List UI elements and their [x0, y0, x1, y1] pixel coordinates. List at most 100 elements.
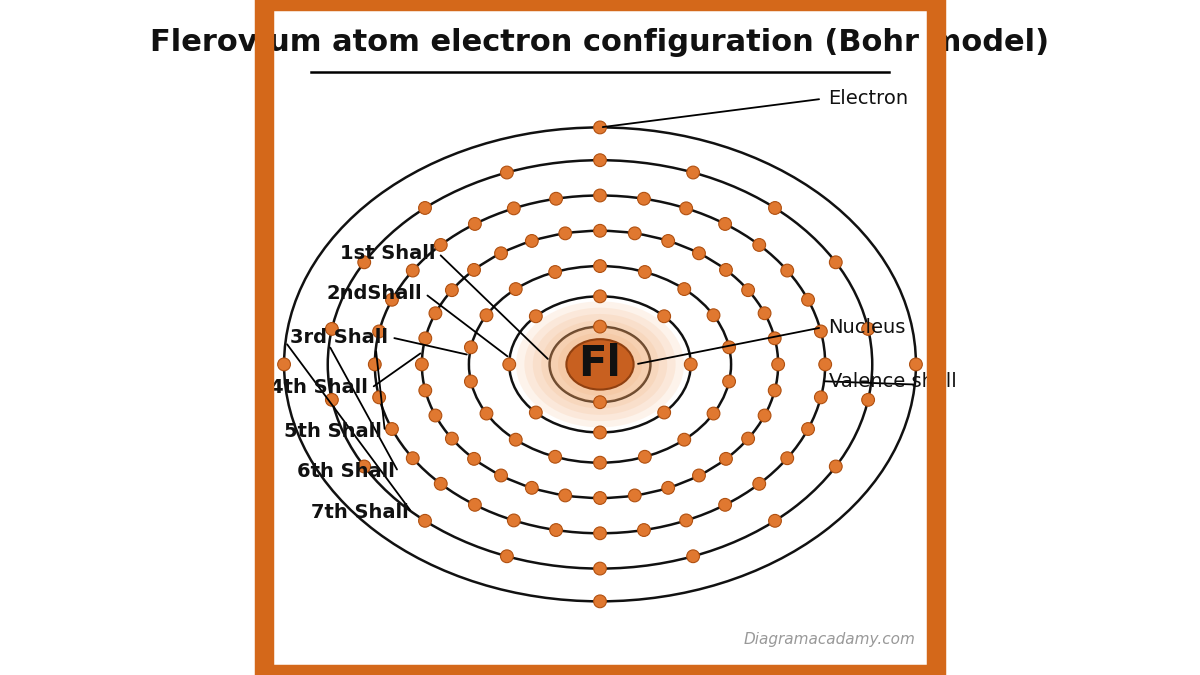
Ellipse shape: [277, 358, 290, 371]
Ellipse shape: [434, 238, 448, 251]
Ellipse shape: [494, 469, 508, 482]
Ellipse shape: [529, 310, 542, 323]
Ellipse shape: [594, 595, 606, 608]
Text: 5th Shall: 5th Shall: [283, 422, 382, 441]
Ellipse shape: [758, 307, 770, 320]
Ellipse shape: [722, 375, 736, 388]
Ellipse shape: [815, 391, 827, 404]
Ellipse shape: [661, 481, 674, 494]
Text: 2ndShall: 2ndShall: [326, 284, 422, 303]
Ellipse shape: [468, 263, 480, 276]
Ellipse shape: [434, 477, 448, 490]
Ellipse shape: [862, 323, 875, 335]
Ellipse shape: [719, 498, 732, 511]
Ellipse shape: [558, 333, 642, 396]
Ellipse shape: [358, 460, 371, 473]
Ellipse shape: [781, 264, 793, 277]
Text: Diagramacadamy.com: Diagramacadamy.com: [744, 632, 916, 647]
Ellipse shape: [464, 341, 478, 354]
Ellipse shape: [509, 433, 522, 446]
Text: Electron: Electron: [828, 89, 908, 109]
Ellipse shape: [661, 235, 674, 247]
Ellipse shape: [500, 550, 514, 563]
Text: Fl: Fl: [578, 344, 622, 385]
Ellipse shape: [781, 452, 793, 464]
Ellipse shape: [594, 154, 606, 167]
Ellipse shape: [692, 247, 706, 260]
Ellipse shape: [559, 489, 571, 502]
Ellipse shape: [445, 432, 458, 445]
Ellipse shape: [594, 396, 606, 408]
Ellipse shape: [373, 325, 385, 338]
Ellipse shape: [480, 309, 493, 321]
Ellipse shape: [548, 450, 562, 463]
Ellipse shape: [629, 489, 641, 502]
Ellipse shape: [503, 358, 516, 371]
Ellipse shape: [658, 406, 671, 419]
Ellipse shape: [678, 433, 691, 446]
Ellipse shape: [594, 121, 606, 134]
Ellipse shape: [508, 202, 521, 215]
Ellipse shape: [594, 320, 606, 333]
Ellipse shape: [772, 358, 785, 371]
Ellipse shape: [559, 227, 571, 240]
Ellipse shape: [516, 301, 684, 427]
Ellipse shape: [594, 491, 606, 504]
Ellipse shape: [802, 294, 815, 306]
Ellipse shape: [707, 407, 720, 420]
Ellipse shape: [550, 192, 563, 205]
Ellipse shape: [548, 266, 562, 278]
Ellipse shape: [385, 294, 398, 306]
Ellipse shape: [720, 263, 732, 276]
Ellipse shape: [508, 514, 521, 526]
Ellipse shape: [430, 307, 442, 320]
Ellipse shape: [768, 384, 781, 397]
Ellipse shape: [752, 238, 766, 251]
Ellipse shape: [769, 202, 781, 215]
Ellipse shape: [679, 202, 692, 215]
Text: Nucleus: Nucleus: [828, 318, 906, 337]
Ellipse shape: [692, 469, 706, 482]
Ellipse shape: [594, 224, 606, 237]
Ellipse shape: [500, 166, 514, 179]
Ellipse shape: [445, 284, 458, 296]
Ellipse shape: [541, 320, 659, 408]
Text: Flerovium atom electron configuration (Bohr model): Flerovium atom electron configuration (B…: [150, 28, 1050, 57]
Ellipse shape: [358, 256, 371, 269]
Ellipse shape: [594, 426, 606, 439]
Ellipse shape: [419, 384, 432, 397]
Ellipse shape: [468, 217, 481, 230]
Ellipse shape: [325, 323, 338, 335]
Ellipse shape: [719, 217, 732, 230]
Ellipse shape: [464, 375, 478, 388]
Ellipse shape: [686, 166, 700, 179]
Ellipse shape: [415, 358, 428, 371]
Ellipse shape: [594, 562, 606, 575]
Ellipse shape: [638, 450, 652, 463]
Ellipse shape: [468, 452, 480, 465]
Ellipse shape: [550, 524, 563, 537]
Text: Valence shall: Valence shall: [828, 372, 956, 391]
Ellipse shape: [550, 327, 650, 402]
Ellipse shape: [742, 432, 755, 445]
Ellipse shape: [594, 290, 606, 302]
Ellipse shape: [637, 192, 650, 205]
Ellipse shape: [594, 456, 606, 469]
Ellipse shape: [707, 309, 720, 321]
Ellipse shape: [468, 498, 481, 511]
Ellipse shape: [529, 406, 542, 419]
Ellipse shape: [407, 264, 419, 277]
Ellipse shape: [594, 189, 606, 202]
Ellipse shape: [758, 409, 770, 422]
Ellipse shape: [385, 423, 398, 435]
Ellipse shape: [815, 325, 827, 338]
Ellipse shape: [419, 202, 431, 215]
Ellipse shape: [862, 394, 875, 406]
Text: 6th Shall: 6th Shall: [298, 462, 395, 481]
Ellipse shape: [637, 524, 650, 537]
Ellipse shape: [368, 358, 382, 371]
Ellipse shape: [679, 514, 692, 526]
Ellipse shape: [419, 514, 431, 527]
Ellipse shape: [494, 247, 508, 260]
Ellipse shape: [533, 314, 667, 415]
